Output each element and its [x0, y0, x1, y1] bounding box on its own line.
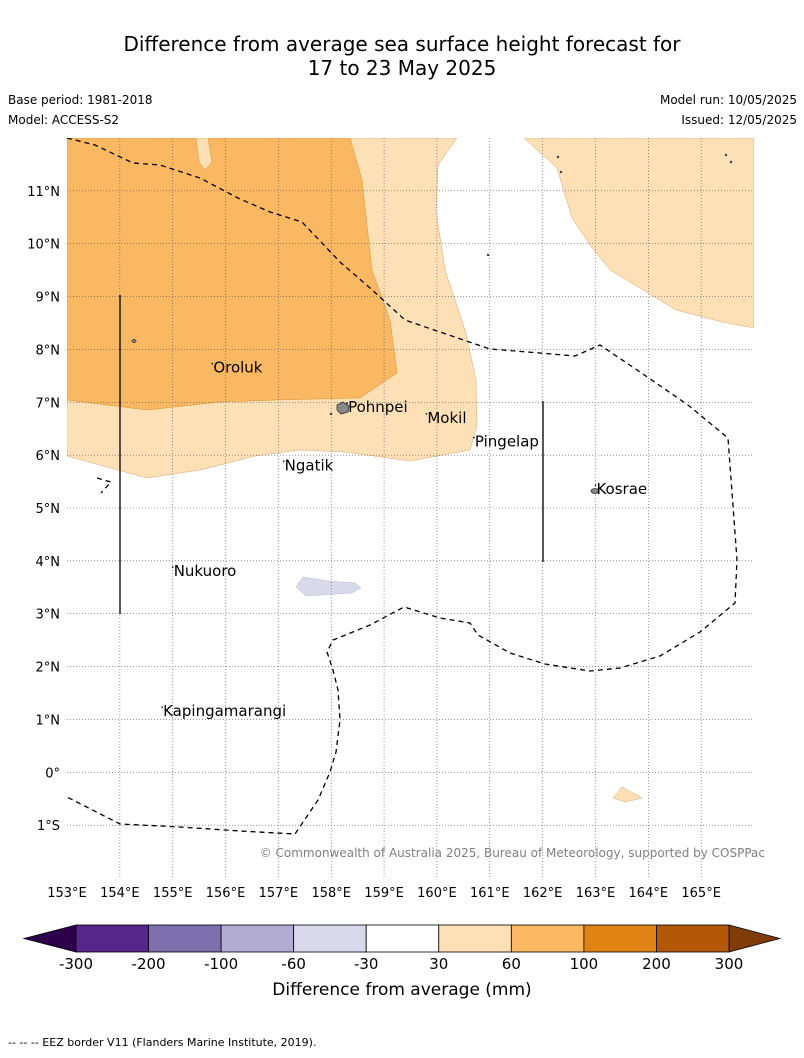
- title-line-2: 17 to 23 May 2025: [307, 56, 497, 80]
- title-line-1: Difference from average sea surface heig…: [123, 32, 681, 56]
- colorbar-tick-label: -30: [354, 955, 379, 973]
- model-run: Model run: 10/05/2025: [659, 93, 797, 107]
- latitude-tick-label: 5°N: [36, 502, 61, 517]
- longitude-tick-label: 156°E: [206, 886, 246, 901]
- latitude-tick-label: 11°N: [27, 185, 60, 200]
- latitude-tick-label: 2°N: [36, 661, 61, 676]
- place-marker: [282, 460, 285, 463]
- latitude-tick-label: 0°: [45, 766, 60, 781]
- longitude-tick-label: 158°E: [311, 886, 351, 901]
- anomaly-region-minus-30-60: [295, 576, 362, 597]
- place-marker: [211, 362, 214, 365]
- reference-lines: [119, 295, 544, 614]
- latitude-tick-label: 4°N: [36, 555, 61, 570]
- place-labels: Oroluk Pohnpei Mokil Pingelap Ngatik Kosrae Nu…: [161, 359, 647, 720]
- latitude-tick-label: 8°N: [36, 343, 61, 358]
- longitude-tick-label: 162°E: [523, 886, 563, 901]
- longitude-tick-label: 157°E: [259, 886, 299, 901]
- colorbar-tick-label: 300: [715, 955, 744, 973]
- place-marker: [425, 412, 428, 415]
- colorbar-tick-label: -60: [281, 955, 306, 973]
- place-marker: [171, 566, 174, 568]
- longitude-tick-label: 153°E: [47, 886, 87, 901]
- pohnpei-island: [336, 401, 350, 415]
- longitude-tick-label: 163°E: [576, 886, 616, 901]
- colorbar-segment: [583, 924, 657, 953]
- colorbar-under-arrow: [22, 924, 77, 953]
- chart-title: Difference from average sea surface heig…: [0, 32, 804, 80]
- place-label: Pohnpei: [348, 398, 408, 416]
- colorbar-tick-label: -300: [59, 955, 93, 973]
- latitude-tick-label: 7°N: [36, 396, 61, 411]
- colorbar-segment: [293, 924, 367, 953]
- latitude-tick-label: 1°N: [36, 713, 61, 728]
- colorbar-over-arrow: [728, 924, 782, 953]
- kosrae-island: [590, 488, 600, 494]
- place-label: Mokil: [427, 409, 466, 427]
- longitude-tick-label: 165°E: [681, 886, 721, 901]
- small-island-north-2: [556, 155, 560, 159]
- latitude-tick-label: 3°N: [36, 608, 61, 623]
- colorbar-tick-label: 60: [502, 955, 521, 973]
- colorbar-tick-label: 30: [429, 955, 448, 973]
- place-marker: [594, 484, 597, 486]
- small-island-ngatik: [329, 412, 333, 416]
- longitude-tick-label: 159°E: [364, 886, 404, 901]
- eez-border: [67, 138, 738, 835]
- eez-border-island: [96, 477, 113, 494]
- small-island-north-4: [724, 153, 728, 157]
- place-label: Pingelap: [475, 433, 539, 451]
- latitude-tick-label: 1°S: [37, 819, 60, 834]
- colorbar-segment: [365, 924, 440, 953]
- colorbar-segment: [148, 924, 222, 953]
- anomaly-region-60-100: [67, 138, 398, 411]
- small-island-north-5: [729, 160, 733, 164]
- place-marker: [473, 436, 475, 439]
- place-marker: [346, 402, 348, 405]
- colorbar-tick-label: -100: [204, 955, 238, 973]
- colorbar-label: Difference from average (mm): [272, 980, 531, 1000]
- colorbar-segment: [656, 924, 730, 953]
- sea-level-map: Oroluk Pohnpei Mokil Pingelap Ngatik Kosrae Nu…: [22, 138, 782, 1000]
- longitude-tick-label: 155°E: [153, 886, 193, 901]
- longitude-tick-label: 161°E: [470, 886, 510, 901]
- anomaly-field: [67, 138, 754, 803]
- small-island-west: [131, 339, 137, 343]
- place-label: Oroluk: [213, 359, 262, 377]
- longitude-tick-labels: 153°E 154°E 155°E 156°E 157°E 158°E 159°E 160°E…: [47, 886, 721, 901]
- colorbar-segment: [220, 924, 295, 953]
- islands: [131, 153, 733, 494]
- eez-legend-footnote: -- -- -- EEZ border V11 (Flanders Marine…: [8, 1036, 317, 1049]
- anomaly-region-30-60-south: [612, 786, 643, 803]
- place-label: Ngatik: [285, 456, 334, 474]
- latitude-tick-label: 9°N: [36, 291, 61, 306]
- base-period: Base period: 1981-2018: [8, 93, 153, 107]
- place-label: Nukuoro: [174, 562, 237, 580]
- colorbar-segment: [438, 924, 512, 953]
- longitude-tick-label: 154°E: [100, 886, 140, 901]
- place-marker: [161, 706, 163, 708]
- issued-date: Issued: 12/05/2025: [681, 113, 797, 127]
- place-label: Kosrae: [596, 480, 647, 498]
- colorbar-segment: [75, 924, 149, 953]
- eez-border-north: [67, 138, 738, 835]
- latitude-tick-labels: 11°N 10°N 9°N 8°N 7°N 6°N 5°N 4°N 3°N 2°N 1°N 0° 1°S: [27, 185, 60, 834]
- colorbar-tick-label: -200: [132, 955, 166, 973]
- place-label: Kapingamarangi: [163, 702, 286, 720]
- latitude-tick-label: 6°N: [36, 449, 61, 464]
- colorbar-tick-label: 200: [642, 955, 671, 973]
- colorbar-segment: [510, 924, 585, 953]
- model-name: Model: ACCESS-S2: [8, 113, 120, 127]
- colorbar-tick-label: 100: [570, 955, 599, 973]
- small-island-north-3: [559, 170, 563, 174]
- copyright-text: © Commonwealth of Australia 2025, Bureau…: [260, 846, 765, 860]
- longitude-tick-label: 160°E: [417, 886, 457, 901]
- small-island-north-1: [486, 253, 490, 257]
- latitude-tick-label: 10°N: [27, 238, 60, 253]
- anomaly-region-30-60-northeast: [523, 138, 754, 329]
- colorbar: -300 -200 -100 -60 -30 30 60 100 200 300: [22, 924, 782, 973]
- longitude-tick-label: 164°E: [629, 886, 669, 901]
